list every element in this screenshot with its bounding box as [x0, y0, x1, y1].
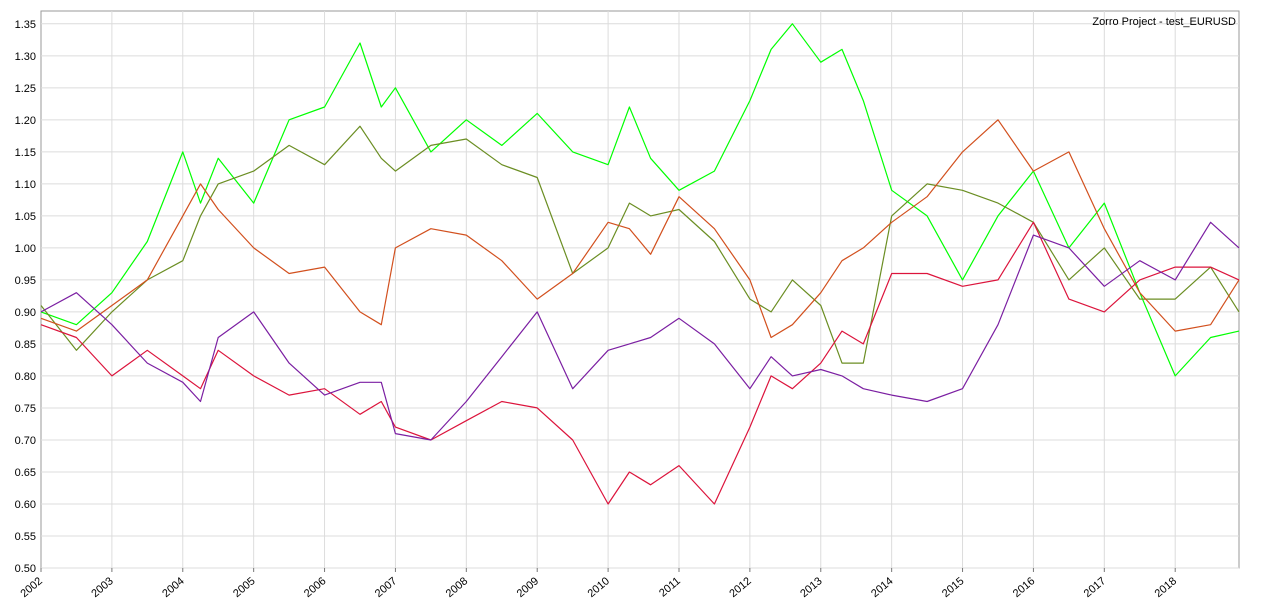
y-tick-label: 0.75	[15, 403, 36, 415]
series-line-2	[40, 125, 1240, 364]
x-tick-label: 2017	[1082, 575, 1108, 600]
x-tick-label: 2005	[231, 575, 257, 600]
y-tick-label: 1.25	[15, 83, 36, 95]
series-line-4	[40, 221, 1240, 505]
y-tick-label: 0.55	[15, 531, 36, 543]
x-tick-label: 2011	[657, 575, 683, 599]
x-tick-label: 2006	[302, 575, 328, 600]
series-layer	[40, 23, 1240, 505]
y-tick-label: 1.20	[15, 115, 36, 127]
chart-title: Zorro Project - test_EURUSD	[1092, 16, 1236, 28]
x-tick-label: 2002	[18, 575, 44, 600]
x-tick-label: 2012	[727, 575, 753, 600]
x-tick-label: 2010	[586, 575, 612, 600]
x-tick-label: 2013	[798, 575, 824, 600]
y-tick-label: 0.90	[15, 307, 36, 319]
y-tick-label: 0.65	[15, 467, 36, 479]
y-tick-label: 1.10	[15, 179, 36, 191]
y-tick-label: 1.00	[15, 243, 36, 255]
grid	[41, 11, 1239, 569]
x-tick-label: 2016	[1011, 575, 1037, 600]
series-line-5	[40, 221, 1240, 441]
x-tick-label: 2007	[373, 575, 399, 600]
y-tick-label: 0.70	[15, 435, 36, 447]
series-line-1	[40, 23, 1240, 377]
x-axis: 2002 2003 2004 2005 2006 2007 2008 2009 2010 2011…	[18, 568, 1179, 600]
series-line-3	[40, 119, 1240, 339]
y-tick-label: 0.85	[15, 339, 36, 351]
y-tick-label: 1.30	[15, 51, 36, 63]
y-tick-label: 0.60	[15, 499, 36, 511]
x-tick-label: 2003	[89, 575, 115, 600]
x-tick-label: 2004	[160, 575, 186, 600]
x-tick-label: 2008	[444, 575, 470, 600]
y-tick-label: 0.95	[15, 275, 36, 287]
y-tick-label: 1.05	[15, 211, 36, 223]
x-tick-label: 2018	[1153, 575, 1179, 600]
y-tick-label: 0.50	[15, 563, 36, 575]
y-axis: 0.50 0.55 0.60 0.65 0.70 0.75 0.80 0.85 0.90 0.95…	[15, 19, 36, 575]
y-tick-label: 0.80	[15, 371, 36, 383]
x-tick-label: 2014	[869, 575, 895, 600]
y-tick-label: 1.15	[15, 147, 36, 159]
plot-area	[40, 10, 1240, 569]
x-tick-label: 2015	[940, 575, 966, 600]
y-tick-label: 1.35	[15, 19, 36, 31]
x-tick-label: 2009	[515, 575, 541, 600]
